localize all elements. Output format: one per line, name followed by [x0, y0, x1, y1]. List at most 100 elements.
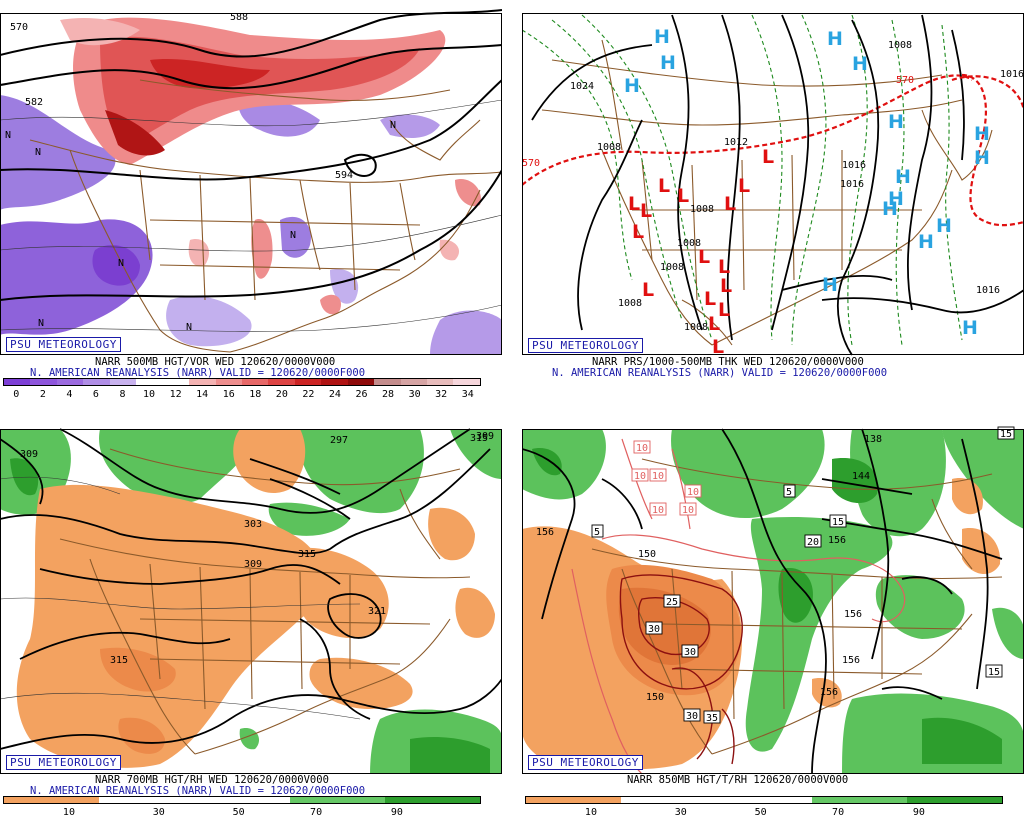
contour-label: 156 [820, 687, 838, 698]
scale-tick-label: 10 [62, 807, 75, 818]
temperature-box [645, 621, 663, 635]
temperature-label: 15 [832, 517, 844, 528]
temperature-box [829, 514, 847, 528]
thickness-label: 570 [896, 75, 914, 86]
low-pressure-marker: L [712, 336, 724, 358]
contour-label: 156 [536, 527, 554, 538]
scale-tick-label: 30 [152, 807, 165, 818]
low-pressure-marker: L [738, 175, 750, 197]
contour-label: 594 [335, 170, 353, 181]
low-pressure-marker: L [704, 288, 716, 310]
rh700-map: 309 297 309 303 309 315 315 321 315 [0, 428, 502, 774]
scale-tick-label: 70 [832, 807, 845, 818]
low-pressure-marker: L [698, 246, 710, 268]
scale-tick-label: 30 [408, 389, 421, 400]
panel-500mb-vorticity: 570 582 594 588 N N N N N N N PSU METEOR… [0, 0, 502, 400]
high-pressure-marker: H [888, 188, 904, 210]
high-pressure-marker: H [895, 166, 911, 188]
temperature-label: 15 [1000, 429, 1012, 440]
scale-tick-label: 20 [275, 389, 288, 400]
scale-tick-label: 2 [39, 389, 46, 400]
temperature-label: 30 [648, 624, 660, 635]
scale-tick-label: 10 [143, 389, 156, 400]
contour-label: 138 [864, 434, 882, 445]
contour-label: 570 [10, 22, 28, 33]
high-pressure-marker: H [852, 53, 868, 75]
contour-label: 150 [646, 692, 664, 703]
scale-swatch [621, 797, 717, 803]
temperature-box [783, 484, 796, 498]
contour-label: 321 [368, 606, 386, 617]
low-pressure-marker: L [632, 221, 644, 243]
high-pressure-marker: H [822, 274, 838, 296]
scale-swatch [427, 379, 454, 385]
scale-tick-label: 0 [13, 389, 20, 400]
low-pressure-marker: L [642, 279, 654, 301]
scale-swatch [347, 379, 375, 385]
scale-tick-label: 16 [222, 389, 235, 400]
scale-swatch [716, 797, 812, 803]
high-pressure-marker: H [918, 231, 934, 253]
t850-map: 156 150 156 156 150 156 138 144 156 1010… [522, 426, 1024, 775]
temperature-label: 5 [786, 487, 792, 498]
isobar-label: 1016 [842, 160, 866, 171]
rh-scale-ticks: 10 30 50 70 90 [3, 807, 481, 819]
vorticity-minimum-marker: N [118, 258, 124, 269]
scale-swatch [294, 379, 322, 385]
scale-swatch [56, 379, 84, 385]
contour-label: 315 [470, 433, 488, 444]
vorticity-minimum-marker: N [35, 147, 41, 158]
low-pressure-marker: L [708, 313, 720, 335]
thickness-label: 570 [522, 158, 540, 169]
high-pressure-marker: H [660, 52, 676, 74]
rh-color-scale [3, 796, 481, 804]
temperature-label: 10 [636, 443, 648, 454]
isobar-label: 1016 [1000, 69, 1024, 80]
scale-swatch [109, 379, 137, 385]
contour-label: 588 [230, 12, 248, 23]
low-pressure-marker: L [677, 185, 689, 207]
temperature-box [804, 534, 822, 548]
scale-swatch [30, 379, 57, 385]
valid-time-line: N. AMERICAN REANALYSIS (NARR) VALID = 12… [30, 367, 366, 379]
contour-label: 156 [828, 535, 846, 546]
high-pressure-marker: H [888, 111, 904, 133]
temperature-label: 10 [682, 505, 694, 516]
scale-tick-label: 32 [435, 389, 448, 400]
scale-tick-label: 30 [674, 807, 687, 818]
scale-tick-label: 10 [584, 807, 597, 818]
map-frame [522, 429, 1024, 774]
scale-swatch [162, 379, 190, 385]
scale-tick-label: 14 [196, 389, 209, 400]
scale-swatch [321, 379, 348, 385]
contour-label: 582 [25, 97, 43, 108]
rh-color-scale [525, 796, 1003, 804]
vorticity-minimum-marker: N [5, 130, 11, 141]
high-pressure-marker: H [936, 215, 952, 237]
isobar-label: 1016 [976, 285, 1000, 296]
panel-700mb-rh: 309 297 309 303 309 315 315 321 315 PSU … [0, 419, 502, 819]
temperature-label: 10 [652, 471, 664, 482]
temperature-box [631, 468, 649, 482]
panel-title: NARR 850MB HGT/T/RH 120620/0000V000 [627, 774, 849, 786]
vorticity-minimum-marker: N [390, 120, 396, 131]
scale-swatch [99, 797, 195, 803]
temperature-box [703, 710, 721, 724]
psu-meteorology-label: PSU METEOROLOGY [6, 337, 121, 352]
contour-label: 150 [638, 549, 656, 560]
panel-thickness-pressure: 1024 1008 1008 1008 1008 1008 1008 1016 … [522, 0, 1024, 400]
panel-850mb-temp-rh: 156 150 156 156 150 156 138 144 156 10 10… [522, 419, 1024, 819]
scale-swatch [136, 379, 163, 385]
scale-swatch [289, 797, 385, 803]
temperature-box [633, 440, 651, 454]
temperature-label: 15 [988, 667, 1000, 678]
low-pressure-marker: L [718, 299, 730, 321]
contour-label: 315 [298, 549, 316, 560]
high-pressure-marker: H [974, 147, 990, 169]
vorticity-minimum-marker: N [290, 230, 296, 241]
scale-swatch [194, 797, 290, 803]
isobar-label: 1008 [690, 204, 714, 215]
scale-tick-label: 90 [390, 807, 403, 818]
panel-title: NARR 700MB HGT/RH WED 120620/0000V000 [95, 774, 329, 786]
high-pressure-marker: H [624, 75, 640, 97]
